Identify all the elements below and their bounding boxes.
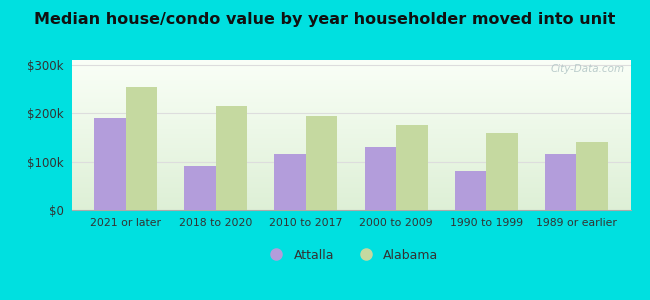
Legend: Attalla, Alabama: Attalla, Alabama <box>259 244 443 267</box>
Bar <box>125 87 157 210</box>
Text: City-Data.com: City-Data.com <box>551 64 625 74</box>
Bar <box>94 118 125 210</box>
Bar <box>455 171 486 210</box>
Bar <box>216 106 247 210</box>
Bar <box>365 147 396 210</box>
Bar <box>577 142 608 210</box>
Bar <box>184 167 216 210</box>
Text: Median house/condo value by year householder moved into unit: Median house/condo value by year househo… <box>34 12 616 27</box>
Bar <box>545 154 577 210</box>
Bar <box>396 125 428 210</box>
Bar <box>486 133 518 210</box>
Bar <box>306 116 337 210</box>
Bar <box>274 154 306 210</box>
